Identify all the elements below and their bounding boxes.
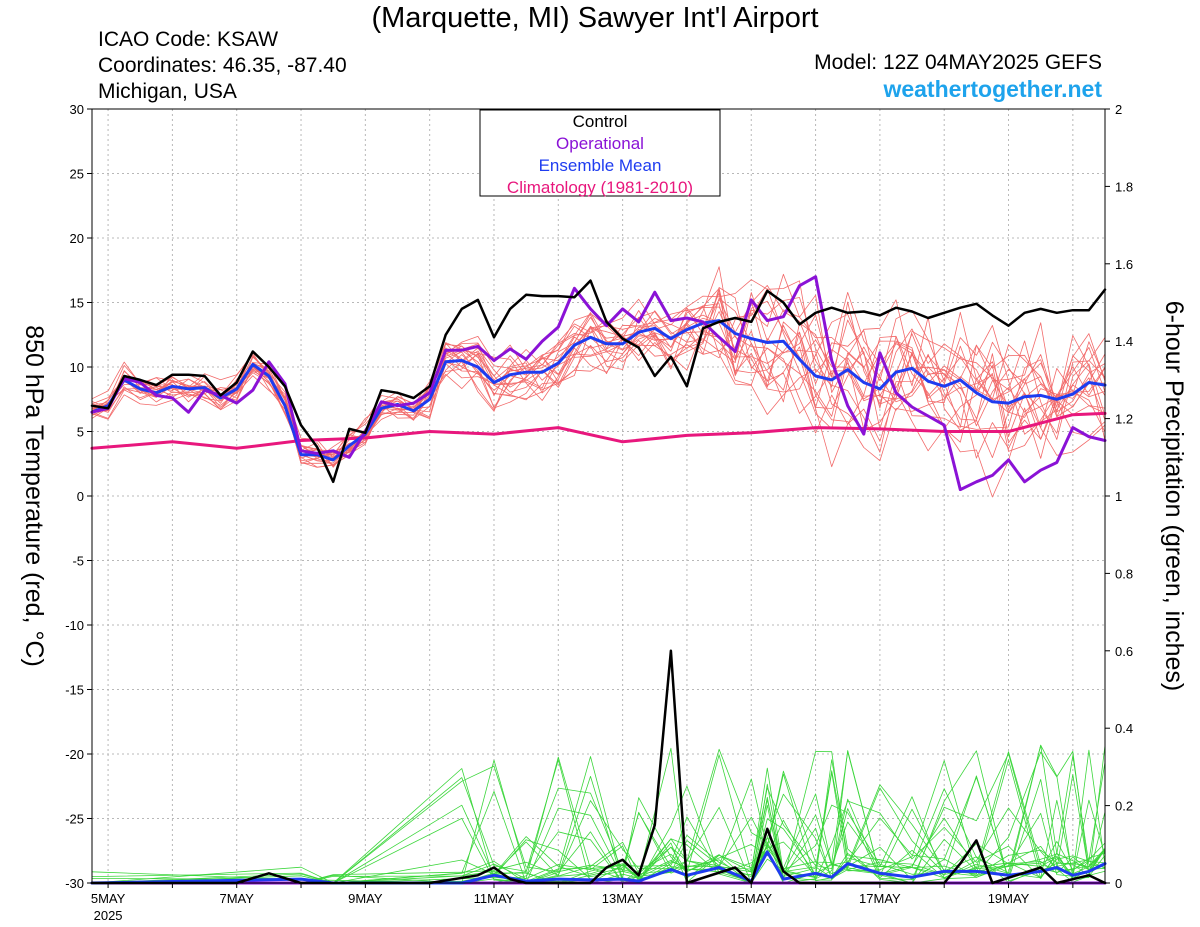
ensemble-mean-temp-line: [90, 319, 1107, 462]
control-temp-line: [90, 279, 1107, 484]
y2-tick-label: 0.4: [1115, 721, 1133, 736]
x-tick-label: 5MAY: [91, 891, 126, 906]
member-precip-line: [91, 753, 1106, 884]
y2-tick-label: 1.2: [1115, 412, 1133, 427]
member-precip-line: [91, 761, 1106, 884]
y-axis-label: 850 hPa Temperature (red, °C): [20, 325, 48, 667]
y-tick-label: 30: [70, 102, 84, 117]
member-precip-line: [91, 751, 1106, 884]
main-series: [90, 275, 1107, 885]
x-tick-label: 11MAY: [474, 891, 515, 906]
y2-tick-label: 2: [1115, 102, 1122, 117]
icao-code: ICAO Code: KSAW: [98, 28, 279, 51]
y2-tick-label: 1: [1115, 489, 1122, 504]
legend-control: Control: [573, 112, 628, 131]
member-precip-line: [91, 775, 1106, 884]
x-tick-label: 15MAY: [730, 891, 772, 906]
coordinates: Coordinates: 46.35, -87.40: [98, 54, 347, 77]
control-precip-line: [90, 649, 1107, 885]
y2-tick-label: 1.6: [1115, 257, 1133, 272]
member-precip-line: [91, 755, 1106, 884]
member-precip-line: [91, 787, 1106, 884]
y-tick-label: 15: [70, 296, 84, 311]
y2-tick-label: 1.8: [1115, 179, 1133, 194]
legend-box: [479, 109, 721, 197]
legend-climatology: Climatology (1981-2010): [507, 178, 693, 197]
grid: [92, 109, 1105, 883]
y-tick-label: 0: [77, 489, 84, 504]
y-tick-label: -15: [65, 683, 84, 698]
legend: Control Operational Ensemble Mean Climatolo…: [479, 109, 721, 197]
member-precip-line: [91, 751, 1106, 884]
member-temp-line: [91, 303, 1106, 457]
y-tick-label: 5: [77, 425, 84, 440]
y-tick-label: -25: [65, 812, 84, 827]
site-link[interactable]: weathertogether.net: [883, 76, 1102, 102]
y2-tick-label: 0.6: [1115, 644, 1133, 659]
legend-operational: Operational: [556, 134, 644, 153]
ensemble-members: [91, 266, 1106, 884]
y-tick-label: -20: [65, 747, 84, 762]
member-precip-line: [91, 776, 1106, 884]
axis-ticks: 302520151050-5-10-15-20-25-3021.81.61.41…: [65, 102, 1133, 923]
member-precip-line: [91, 750, 1106, 884]
chart-title: (Marquette, MI) Sawyer Int'l Airport: [371, 2, 819, 34]
x-tick-label: 7MAY: [219, 891, 254, 906]
x-tick-label: 19MAY: [988, 891, 1030, 906]
member-precip-line: [91, 745, 1106, 884]
region: Michigan, USA: [98, 80, 237, 103]
member-precip-line: [91, 744, 1106, 884]
x-tick-label: 13MAY: [602, 891, 644, 906]
y-tick-label: -5: [72, 554, 84, 569]
member-precip-line: [91, 744, 1106, 884]
member-temp-line: [91, 288, 1106, 462]
member-temp-line: [91, 292, 1106, 465]
y2-tick-label: 0.2: [1115, 799, 1133, 814]
operational-temp-line: [90, 275, 1107, 492]
y-tick-label: 20: [70, 231, 84, 246]
y-tick-label: -30: [65, 876, 84, 891]
y-tick-label: 10: [70, 360, 84, 375]
legend-ensemble-mean: Ensemble Mean: [539, 156, 662, 175]
y2-tick-label: 1.4: [1115, 334, 1133, 349]
y-tick-label: 25: [70, 167, 84, 182]
climatology-line: [90, 411, 1107, 450]
x-tick-label: 9MAY: [348, 891, 383, 906]
y-tick-label: -10: [65, 618, 84, 633]
member-precip-line: [91, 747, 1106, 884]
x-tick-label: 17MAY: [859, 891, 901, 906]
model-run: Model: 12Z 04MAY2025 GEFS: [814, 51, 1102, 74]
x-year-label: 2025: [94, 908, 123, 923]
y2-tick-label: 0: [1115, 876, 1122, 891]
y2-tick-label: 0.8: [1115, 566, 1133, 581]
member-precip-line: [91, 748, 1106, 884]
y2-axis-label: 6-hour Precipitation (green, inches): [1160, 301, 1188, 691]
